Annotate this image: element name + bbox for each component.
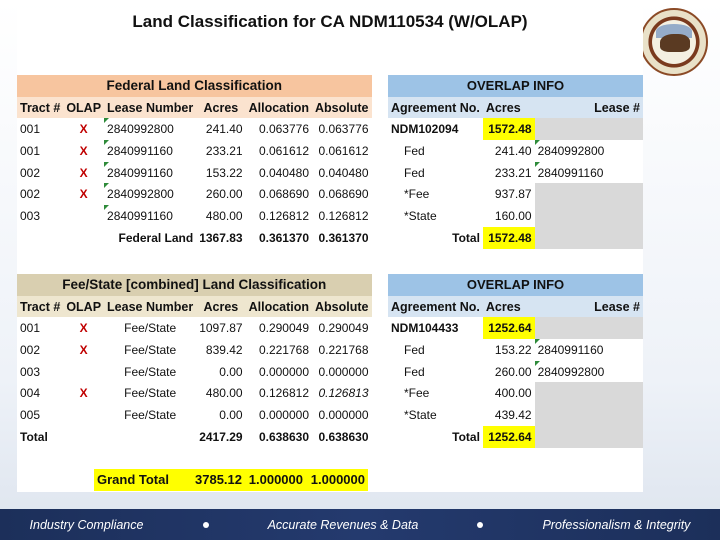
table-row: NDM104433 1252.64: [388, 317, 643, 340]
table-row: 003 Fee/State 0.00 0.000000 0.000000: [20, 364, 369, 379]
overlap-header-1: OVERLAP INFO: [388, 75, 643, 97]
overlap-table-1: OVERLAP INFO Agreement No. Acres Lease # N…: [388, 75, 643, 249]
federal-header: Federal Land Classification: [17, 75, 372, 97]
table-row: *Fee 400.00: [388, 382, 643, 405]
bullet-icon: [477, 521, 484, 528]
fee-total-row: Total 2417.29 0.638630 0.638630: [20, 429, 369, 444]
overlap-total-row: Total 1252.64: [388, 425, 643, 448]
footer-item-industry-compliance: Industry Compliance: [29, 517, 144, 532]
table-row: 002 X 2840991160 153.22 0.040480 0.040480: [17, 161, 372, 184]
table-row: Fed 233.21 2840991160: [388, 161, 643, 184]
table-row: 002 X 2840992800 260.00 0.068690 0.068690: [17, 183, 372, 205]
overlap-total-row: Total 1572.48: [388, 226, 643, 249]
table-row: 002 X Fee/State 839.42 0.221768 0.221768: [20, 342, 369, 357]
table-row: 001 X 2840992800 241.40 0.063776 0.063776: [17, 118, 372, 140]
table-row: *State 160.00: [388, 205, 643, 227]
table-row: *State 439.42: [388, 404, 643, 426]
table-row: NDM102094 1572.48: [388, 118, 643, 141]
table-row: 001 X Fee/State 1097.87 0.290049 0.290049: [20, 321, 369, 336]
footer-item-professionalism: Professionalism & Integrity: [542, 517, 691, 532]
spreadsheet-image: Land Classification for CA NDM110534 (W/…: [17, 8, 643, 492]
footer-item-accurate-revenues: Accurate Revenues & Data: [267, 517, 419, 532]
fee-state-header: Fee/State [combined] Land Classification: [17, 274, 372, 296]
table-row: *Fee 937.87: [388, 183, 643, 206]
department-seal-logo: [640, 8, 708, 76]
table-row: Fed 241.40 2840992800: [388, 140, 643, 162]
federal-table: Federal Land Classification Tract # OLAP L…: [17, 75, 372, 249]
federal-total-row: Federal Land 1367.83 0.361370 0.361370: [118, 230, 369, 245]
overlap-column-headers: Agreement No. Acres Lease #: [388, 295, 643, 318]
overlap-header-2: OVERLAP INFO: [388, 274, 643, 296]
table-row: 003 2840991160 480.00 0.126812 0.126812: [17, 205, 372, 227]
table-row: 005 Fee/State 0.00 0.000000 0.000000: [20, 407, 369, 422]
footer-bar: Industry Compliance Accurate Revenues & …: [0, 509, 720, 540]
federal-column-headers: Tract # OLAP Lease Number Acres Allocation A…: [17, 96, 372, 119]
table-row: Fed 260.00 2840992800: [388, 360, 643, 383]
page-title: Land Classification for CA NDM110534 (W/…: [132, 12, 528, 31]
bullet-icon: [202, 521, 209, 528]
overlap-column-headers: Agreement No. Acres Lease #: [388, 96, 643, 119]
table-row: 001 X 2840991160 233.21 0.061612 0.061612: [17, 140, 372, 162]
overlap-table-2: OVERLAP INFO Agreement No. Acres Lease # N…: [388, 274, 643, 448]
fee-state-table: Fee/State [combined] Land Classification…: [17, 274, 372, 448]
grand-total-row: Grand Total 3785.12 1.000000 1.000000: [94, 469, 368, 491]
table-row: 004 X Fee/State 480.00 0.126812 0.126813: [20, 386, 369, 401]
fee-column-headers: Tract # OLAP Lease Number Acres Allocation A…: [17, 295, 372, 318]
grand-total-table: Grand Total 3785.12 1.000000 1.000000: [94, 469, 368, 491]
table-row: Fed 153.22 2840991160: [388, 339, 643, 361]
